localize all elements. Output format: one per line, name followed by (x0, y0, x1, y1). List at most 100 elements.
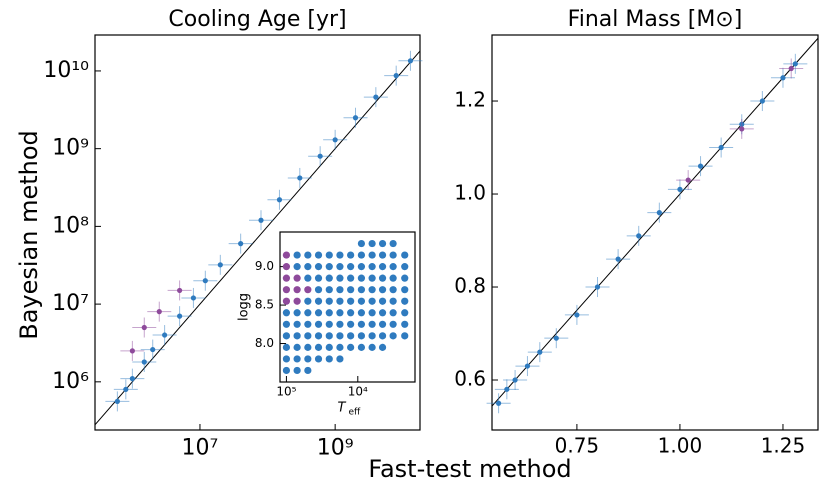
grid-point (389, 286, 397, 294)
x-tick-label: 10⁹ (317, 436, 354, 461)
grid-point (347, 251, 355, 259)
point (373, 94, 379, 100)
point (129, 376, 135, 382)
y-axis-label: Bayesian method (15, 130, 43, 340)
grid-point (401, 274, 409, 282)
grid-point (357, 239, 366, 248)
point (788, 65, 794, 72)
grid-point (325, 263, 333, 271)
grid-point (368, 343, 376, 351)
grid-point (304, 297, 312, 305)
grid-point (293, 320, 301, 328)
grid-point (401, 251, 409, 259)
grid-point (293, 286, 301, 294)
x-tick-label: 1.25 (761, 434, 806, 458)
point (512, 377, 518, 383)
x-tick-label: 10⁴ (348, 385, 368, 399)
grid-point (304, 355, 312, 363)
point (297, 175, 303, 181)
grid-point (389, 320, 397, 328)
grid-point (357, 343, 366, 351)
grid-point (378, 263, 387, 271)
grid-point (314, 355, 323, 363)
point (141, 359, 147, 365)
grid-point (336, 332, 344, 340)
point (685, 177, 691, 183)
grid-point (401, 320, 409, 328)
grid-point (325, 355, 333, 363)
grid-point (314, 309, 323, 317)
grid-point (378, 343, 387, 351)
grid-point (325, 251, 333, 259)
x-tick-label: 1.00 (658, 434, 703, 458)
point (114, 398, 120, 404)
grid-point (314, 332, 323, 340)
grid-point (325, 332, 333, 340)
grid-point (389, 274, 397, 282)
point (594, 284, 601, 290)
grid-point (282, 274, 291, 282)
grid-point (357, 297, 366, 305)
grid-point (368, 309, 376, 317)
x-tick-label: 10⁷ (182, 436, 219, 461)
grid-point (347, 263, 355, 271)
grid-point (347, 320, 355, 328)
grid-point (336, 309, 344, 317)
point (162, 332, 168, 338)
grid-point (389, 263, 397, 271)
grid-point (314, 274, 323, 282)
grid-point (293, 343, 301, 351)
grid-point (336, 343, 344, 351)
grid-point (293, 332, 301, 340)
grid-point (293, 274, 301, 282)
grid-point (282, 332, 291, 340)
grid-point (314, 297, 323, 305)
grid-point (325, 343, 333, 351)
grid-point (336, 355, 344, 363)
grid-point (304, 263, 312, 271)
point (504, 386, 510, 392)
grid-point (378, 286, 387, 294)
point (177, 287, 183, 294)
grid-point (378, 251, 387, 259)
point (636, 233, 642, 239)
y-tick-label: 0.8 (454, 274, 486, 298)
grid-point (368, 320, 376, 328)
point (407, 58, 414, 64)
grid-point (336, 274, 344, 282)
grid-point (336, 263, 344, 271)
grid-point (282, 320, 291, 328)
inset-x-label-sub: eff (349, 408, 362, 418)
grid-point (378, 239, 387, 248)
grid-point (347, 286, 355, 294)
point (759, 98, 765, 104)
chart-title: Final Mass [M⊙] (568, 7, 743, 32)
grid-point (368, 297, 376, 305)
grid-point (368, 274, 376, 282)
grid-point (293, 366, 301, 375)
grid-point (389, 239, 397, 248)
grid-point (401, 309, 409, 317)
grid-point (293, 297, 301, 305)
point (792, 61, 798, 67)
grid-point (368, 263, 376, 271)
grid-point (368, 332, 376, 340)
inset-x-label: T (338, 401, 347, 416)
plot-area (491, 34, 819, 431)
point (217, 262, 223, 268)
point (615, 256, 621, 262)
grid-point (325, 286, 333, 294)
point (524, 363, 531, 369)
point (780, 75, 786, 81)
point (156, 309, 162, 315)
grid-point (304, 251, 312, 259)
grid-point (282, 366, 291, 375)
grid-point (368, 286, 376, 294)
grid-point (282, 251, 291, 259)
y-tick-label: 10⁹ (52, 136, 89, 161)
point (718, 144, 724, 151)
grid-point (314, 343, 323, 351)
grid-point (368, 239, 376, 248)
grid-point (282, 263, 291, 271)
